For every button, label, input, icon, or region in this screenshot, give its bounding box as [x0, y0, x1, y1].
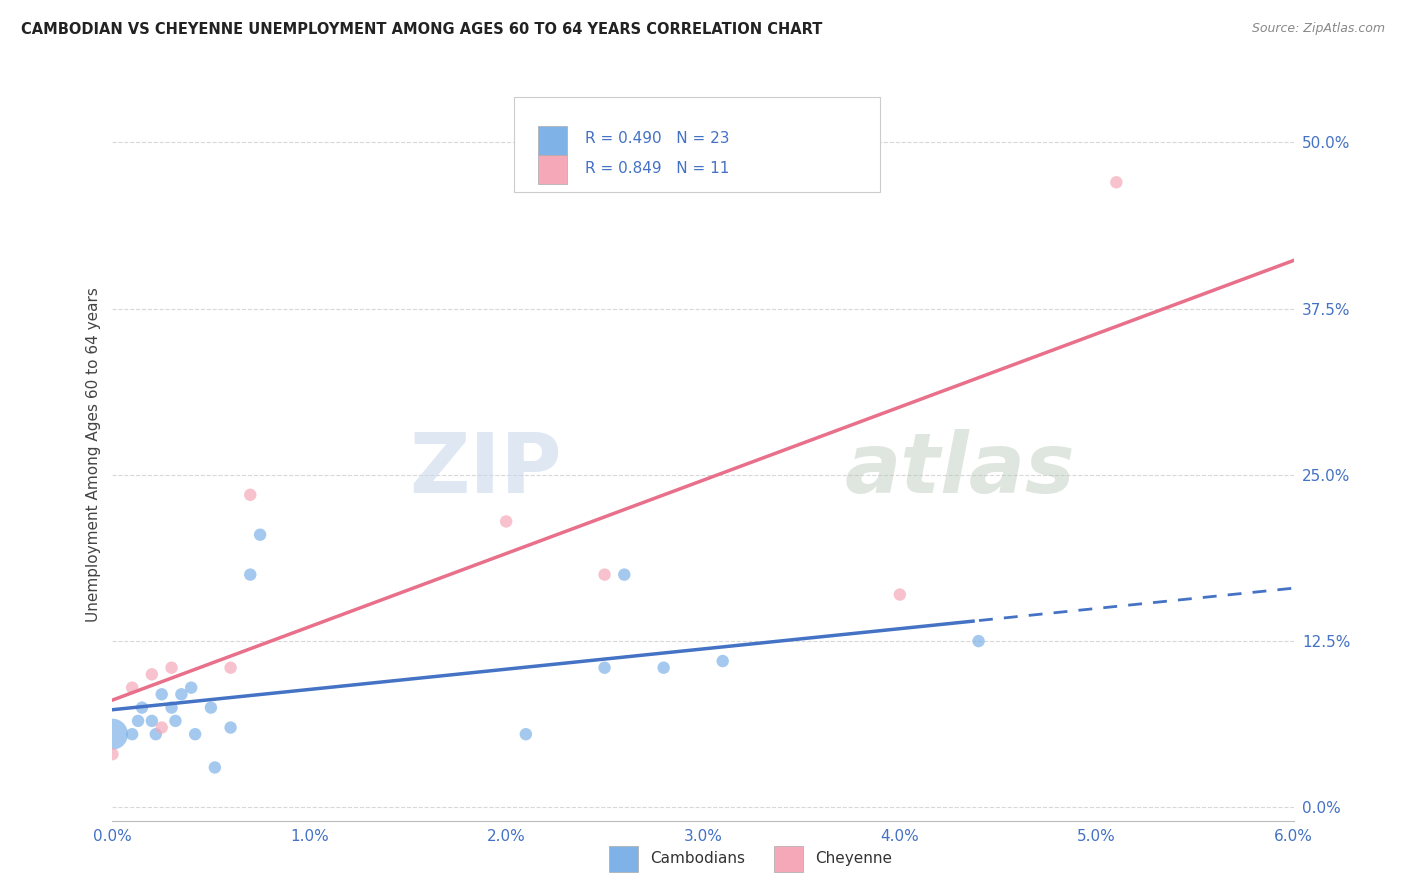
Point	[180, 681, 202, 695]
Point	[204, 760, 226, 774]
Text: R = 0.490   N = 23: R = 0.490 N = 23	[585, 131, 730, 146]
Y-axis label: Unemployment Among Ages 60 to 64 years: Unemployment Among Ages 60 to 64 years	[86, 287, 101, 623]
Point	[515, 727, 537, 741]
Point	[101, 747, 124, 761]
Point	[141, 667, 163, 681]
Point	[1105, 175, 1128, 189]
Point	[239, 567, 262, 582]
Point	[160, 700, 183, 714]
FancyBboxPatch shape	[609, 847, 638, 871]
Text: Cheyenne: Cheyenne	[815, 851, 893, 866]
Text: R = 0.849   N = 11: R = 0.849 N = 11	[585, 161, 730, 176]
Point	[184, 727, 207, 741]
Point	[150, 687, 173, 701]
Point	[613, 567, 636, 582]
Point	[889, 588, 911, 602]
Point	[121, 681, 143, 695]
Text: CAMBODIAN VS CHEYENNE UNEMPLOYMENT AMONG AGES 60 TO 64 YEARS CORRELATION CHART: CAMBODIAN VS CHEYENNE UNEMPLOYMENT AMONG…	[21, 22, 823, 37]
Point	[200, 700, 222, 714]
Text: Cambodians: Cambodians	[650, 851, 745, 866]
FancyBboxPatch shape	[537, 155, 567, 185]
Point	[967, 634, 990, 648]
Point	[131, 700, 153, 714]
Text: Source: ZipAtlas.com: Source: ZipAtlas.com	[1251, 22, 1385, 36]
Point	[711, 654, 734, 668]
Text: ZIP: ZIP	[409, 429, 561, 510]
Point	[141, 714, 163, 728]
Point	[239, 488, 262, 502]
Point	[165, 714, 187, 728]
Point	[219, 721, 242, 735]
FancyBboxPatch shape	[537, 126, 567, 155]
Point	[249, 527, 271, 541]
Text: atlas: atlas	[845, 429, 1076, 510]
FancyBboxPatch shape	[773, 847, 803, 871]
FancyBboxPatch shape	[515, 96, 880, 192]
Point	[652, 661, 675, 675]
Point	[150, 721, 173, 735]
Point	[121, 727, 143, 741]
Point	[593, 661, 616, 675]
Point	[170, 687, 193, 701]
Point	[593, 567, 616, 582]
Point	[127, 714, 149, 728]
Point	[495, 515, 517, 529]
Point	[219, 661, 242, 675]
Point	[145, 727, 167, 741]
Point	[101, 727, 124, 741]
Point	[160, 661, 183, 675]
